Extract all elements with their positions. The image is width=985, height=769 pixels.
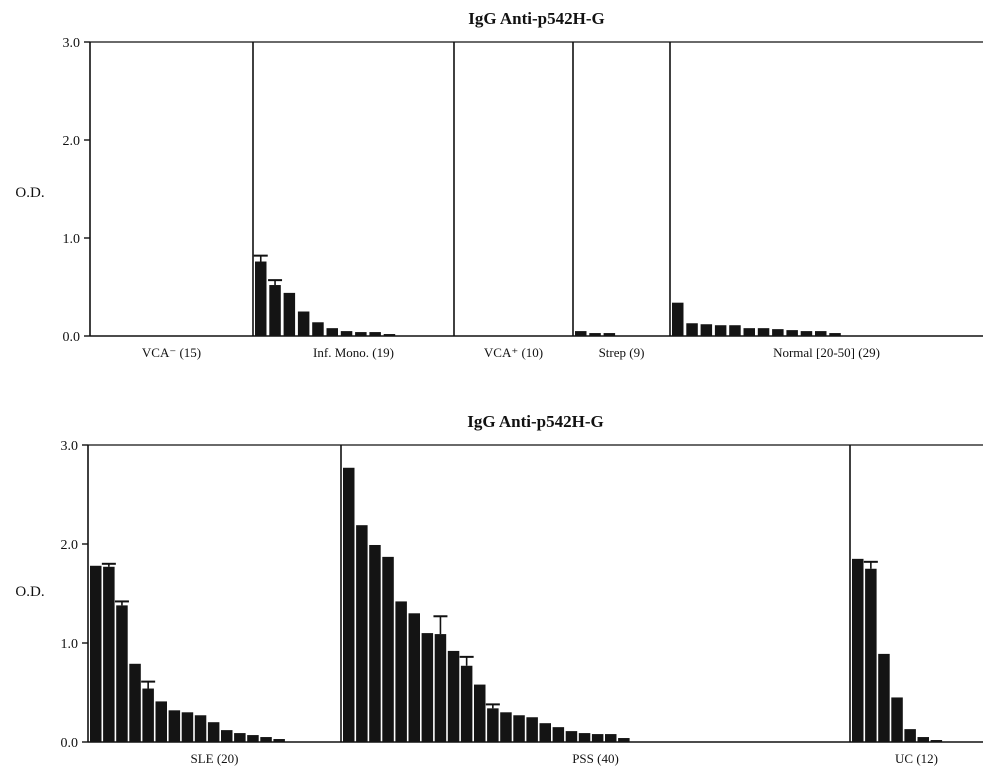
bar: [786, 330, 798, 336]
bar: [382, 556, 394, 742]
y-tick-label: 1.0: [61, 637, 79, 652]
bar: [369, 332, 381, 336]
group-label: SLE (20): [190, 751, 238, 766]
bar: [168, 710, 181, 742]
group-label: Inf. Mono. (19): [313, 345, 394, 360]
bar: [474, 684, 486, 742]
bar: [904, 729, 916, 742]
y-tick-label: 3.0: [61, 439, 79, 454]
bar: [891, 697, 903, 742]
bar: [743, 328, 755, 336]
chart-title: IgG Anti-p542H-G: [468, 9, 605, 28]
group-label: VCA⁺ (10): [484, 345, 543, 360]
bar: [90, 565, 102, 742]
bar: [194, 715, 207, 742]
bar: [526, 717, 538, 742]
bar: [878, 653, 890, 742]
bar: [686, 323, 698, 336]
y-tick-label: 0.0: [61, 736, 79, 751]
group-label: UC (12): [895, 751, 938, 766]
bar: [500, 712, 512, 742]
bar: [757, 328, 770, 336]
bar: [312, 322, 324, 336]
bar: [326, 328, 338, 336]
y-tick-label: 1.0: [63, 232, 81, 247]
bottom-panel: IgG Anti-p542H-G O.D. 0.0 1.0 2.0 3.0 SLE (20)…: [15, 412, 983, 766]
bar: [116, 605, 128, 742]
bar: [800, 331, 813, 336]
bar: [142, 688, 154, 742]
bar: [917, 737, 929, 742]
bar: [207, 722, 220, 742]
bar: [589, 333, 601, 336]
y-tick-label: 3.0: [63, 36, 81, 51]
bar: [297, 311, 310, 336]
bar: [234, 733, 246, 742]
bar: [383, 334, 396, 336]
chart-title: IgG Anti-p542H-G: [467, 412, 604, 431]
bar: [369, 544, 381, 742]
bar: [591, 734, 604, 742]
bar: [343, 467, 355, 742]
bar: [434, 634, 447, 742]
bar: [460, 665, 473, 742]
bar: [578, 733, 591, 742]
top-panel: IgG Anti-p542H-G O.D. 0.0 1.0 2.0 3.0 VCA⁻ (15…: [15, 9, 983, 360]
bar: [269, 285, 281, 336]
bar: [729, 325, 741, 336]
bar: [181, 712, 194, 742]
bar: [772, 329, 784, 336]
bar: [421, 633, 434, 742]
bar: [865, 568, 877, 742]
bar: [539, 723, 551, 742]
bar: [221, 730, 233, 742]
y-tick-label: 2.0: [61, 538, 79, 553]
bar: [513, 715, 525, 742]
bar: [395, 601, 407, 742]
group-label: Strep (9): [599, 345, 645, 360]
bar: [255, 261, 267, 336]
bar: [700, 324, 713, 336]
bar: [273, 739, 285, 742]
bar: [672, 302, 684, 336]
bar: [815, 331, 827, 336]
bar: [605, 734, 617, 742]
bar: [355, 332, 367, 336]
bar: [552, 727, 565, 742]
bar: [260, 737, 272, 742]
bar: [408, 613, 420, 742]
bar: [603, 333, 616, 336]
bar: [618, 738, 630, 742]
y-tick-label: 2.0: [63, 134, 81, 149]
group-label: Normal [20-50] (29): [773, 345, 880, 360]
bar: [155, 701, 167, 742]
bar: [356, 525, 368, 742]
y-tick-label: 0.0: [63, 330, 81, 345]
bar: [829, 333, 841, 336]
bar: [447, 650, 460, 742]
bar: [247, 735, 259, 742]
bar: [575, 331, 587, 336]
y-axis-label: O.D.: [15, 584, 44, 600]
bar: [714, 325, 727, 336]
bar: [129, 663, 141, 742]
y-axis-label: O.D.: [15, 185, 44, 201]
group-label: PSS (40): [572, 751, 619, 766]
bar: [852, 558, 864, 742]
bar: [103, 566, 115, 742]
bar: [487, 708, 499, 742]
bar: [930, 740, 943, 742]
bar: [340, 331, 353, 336]
bar: [283, 292, 296, 336]
bar: [565, 731, 578, 742]
group-label: VCA⁻ (15): [142, 345, 201, 360]
